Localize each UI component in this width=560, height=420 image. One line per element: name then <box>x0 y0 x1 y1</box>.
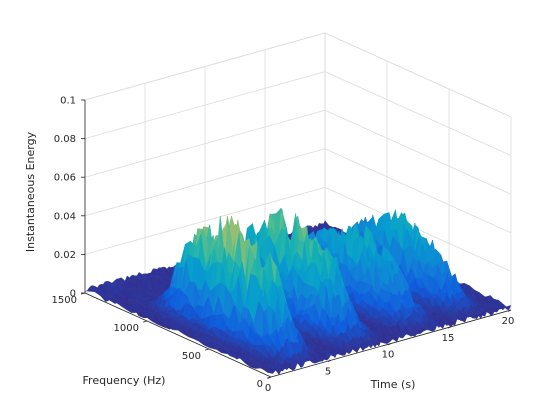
y-tick-mark <box>142 320 148 323</box>
x-tick-mark <box>507 309 512 312</box>
z-tick-label: 0.04 <box>54 211 76 222</box>
surface-layer <box>84 207 512 375</box>
y-tick-label: 500 <box>182 351 201 362</box>
x-tick-label: 15 <box>442 333 455 344</box>
y-tick-label: 0 <box>257 379 263 390</box>
z-tick-label: 0.1 <box>60 96 76 107</box>
z-tick-label: 0 <box>70 289 76 300</box>
surface-patch <box>265 370 274 374</box>
x-tick-mark <box>447 326 452 329</box>
x-tick-label: 5 <box>325 366 331 377</box>
z-tick-label: 0.08 <box>54 134 76 145</box>
y-tick-label: 1000 <box>114 323 139 334</box>
y-tick-mark <box>266 376 272 379</box>
y-axis-line <box>84 292 272 378</box>
z-axis-label: Instantaneous Energy <box>24 131 37 252</box>
side-wall-z-gridline <box>324 71 512 156</box>
y-tick-label: 1500 <box>52 295 77 306</box>
x-tick-label: 10 <box>382 350 395 361</box>
z-tick-label: 0.02 <box>54 250 76 261</box>
x-tick-mark <box>387 343 392 346</box>
side-wall-z-gridline <box>324 109 512 195</box>
box-top-edge <box>84 32 326 101</box>
y-axis-label: Frequency (Hz) <box>83 374 166 387</box>
x-tick-label: 0 <box>265 383 271 394</box>
box-top-edge <box>324 32 512 118</box>
y-tick-mark <box>204 348 210 351</box>
side-wall-z-gridline <box>324 148 512 234</box>
x-tick-label: 20 <box>502 316 515 327</box>
z-tick-label: 0.06 <box>54 173 76 184</box>
x-tick-mark <box>327 359 332 363</box>
x-axis-label: Time (s) <box>370 378 416 391</box>
